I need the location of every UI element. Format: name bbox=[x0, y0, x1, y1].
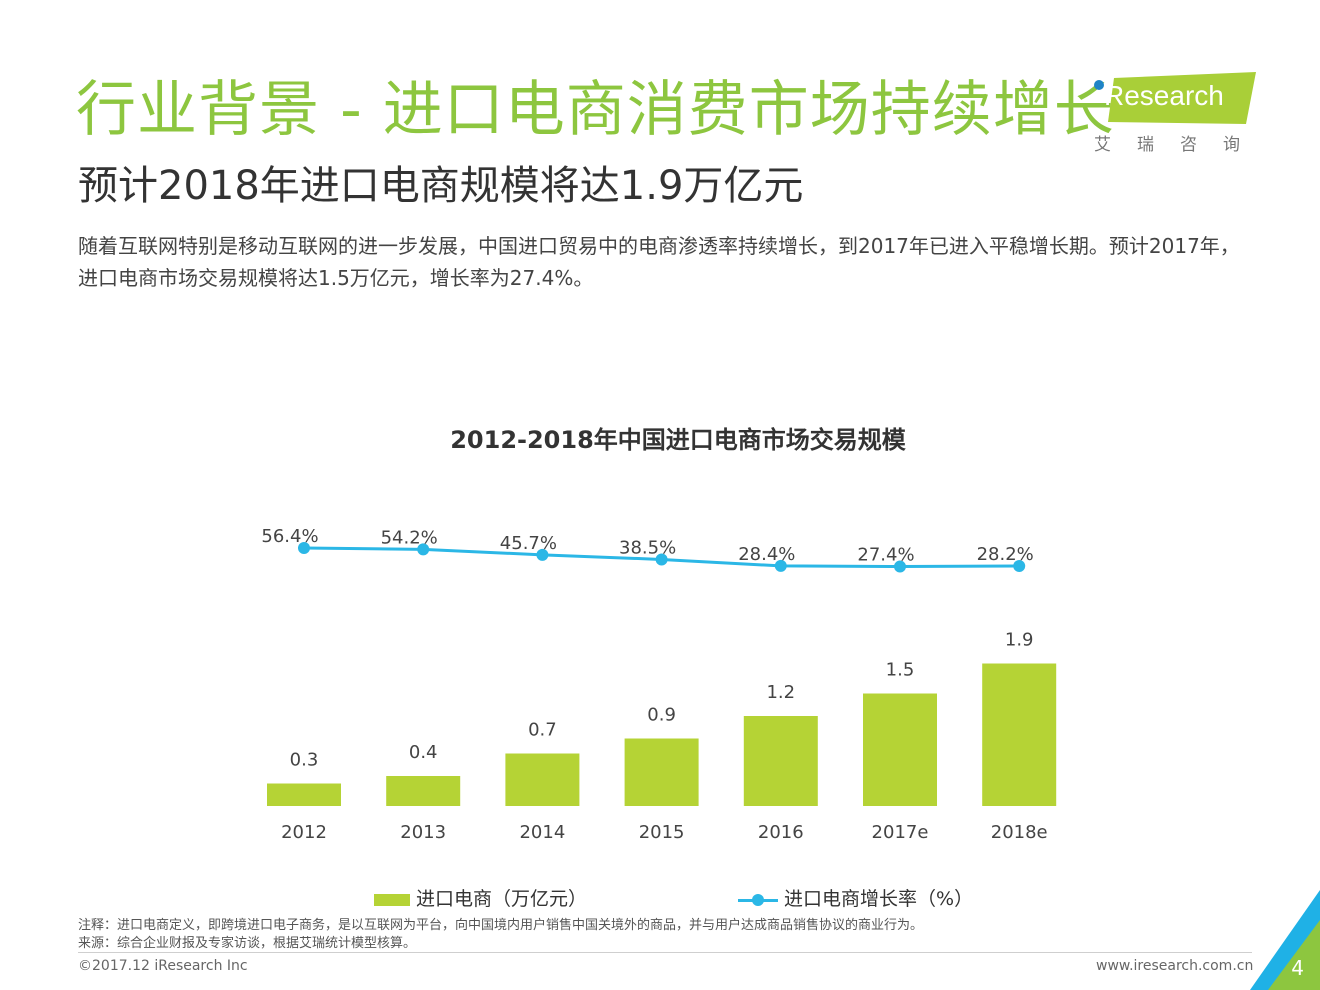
growth-label-2016: 28.4% bbox=[738, 544, 795, 565]
bar-2017e bbox=[863, 693, 937, 806]
legend-line-swatch bbox=[738, 893, 778, 907]
iresearch-logo: Research 艾瑞咨询 bbox=[1090, 70, 1260, 160]
legend-item-line: 进口电商增长率（%） bbox=[738, 884, 973, 911]
legend-bar-swatch bbox=[374, 893, 410, 906]
footer-divider bbox=[78, 952, 1252, 953]
bar-value-label-2016: 1.2 bbox=[766, 682, 795, 703]
bar-2018e bbox=[982, 663, 1057, 806]
bar-value-label-2018e: 1.9 bbox=[1005, 630, 1034, 651]
footer-website[interactable]: www.iresearch.com.cn bbox=[1096, 958, 1254, 974]
footer-copyright: ©2017.12 iResearch Inc bbox=[78, 958, 248, 974]
logo-brand-cn: 艾瑞咨询 bbox=[1094, 135, 1266, 155]
growth-point-2015 bbox=[655, 553, 668, 566]
growth-label-2013: 54.2% bbox=[381, 527, 438, 548]
bar-value-label-2015: 0.9 bbox=[647, 705, 676, 726]
chart-title: 2012-2018年中国进口电商市场交易规模 bbox=[450, 426, 906, 454]
logo-i-icon bbox=[1094, 80, 1104, 90]
bar-2016 bbox=[743, 716, 818, 806]
page-title: 行业背景 - 进口电商消费市场持续增长 bbox=[76, 75, 1115, 145]
logo-badge bbox=[1108, 72, 1256, 124]
growth-label-2015: 38.5% bbox=[619, 537, 676, 558]
bar-value-label-2012: 0.3 bbox=[290, 750, 319, 771]
x-tick-label-2012: 2012 bbox=[281, 822, 327, 843]
growth-label-2017e: 27.4% bbox=[857, 545, 914, 566]
chart-note: 注释：进口电商定义，即跨境进口电子商务，是以互联网为平台，向中国境内用户销售中国… bbox=[78, 918, 924, 933]
bar-2013 bbox=[386, 776, 461, 806]
x-tick-label-2018e: 2018e bbox=[991, 822, 1048, 843]
growth-point-2018e bbox=[1013, 560, 1026, 573]
bar-2012 bbox=[267, 783, 341, 806]
growth-point-2012 bbox=[298, 542, 310, 554]
bar-value-label-2013: 0.4 bbox=[409, 742, 438, 763]
legend-bar-label: 进口电商（万亿元） bbox=[416, 888, 588, 910]
growth-label-2012: 56.4% bbox=[261, 526, 318, 547]
legend-line-label: 进口电商增长率（%） bbox=[784, 888, 974, 910]
growth-point-2016 bbox=[774, 559, 787, 572]
legend-item-bar: 进口电商（万亿元） bbox=[374, 884, 587, 911]
description-text: 随着互联网特别是移动互联网的进一步发展，中国进口贸易中的电商渗透率持续增长，到2… bbox=[78, 234, 1240, 290]
x-tick-label-2017e: 2017e bbox=[872, 822, 929, 843]
page-subtitle: 预计2018年进口电商规模将达1.9万亿元 bbox=[78, 163, 804, 209]
bar-2015 bbox=[624, 738, 699, 806]
market-size-chart: 0.3 2012 0.4 2013 0.7 2014 0.9 2015 1.2 2016 1.5 20… bbox=[261, 526, 1057, 843]
growth-point-2013 bbox=[417, 543, 430, 556]
chart-source: 来源：综合企业财报及专家访谈，根据艾瑞统计模型核算。 bbox=[78, 936, 417, 951]
growth-point-2014 bbox=[536, 548, 549, 561]
logo-brand-text: Research bbox=[1104, 80, 1224, 111]
x-tick-label-2015: 2015 bbox=[639, 822, 685, 843]
bar-2014 bbox=[505, 753, 580, 806]
x-tick-label-2016: 2016 bbox=[758, 822, 804, 843]
corner-decoration bbox=[1250, 890, 1320, 990]
x-tick-label-2013: 2013 bbox=[400, 822, 446, 843]
bar-value-label-2014: 0.7 bbox=[528, 720, 557, 741]
page-number: 4 bbox=[1291, 956, 1304, 980]
growth-label-2018e: 28.2% bbox=[977, 544, 1034, 565]
bar-value-label-2017e: 1.5 bbox=[886, 660, 915, 681]
x-tick-label-2014: 2014 bbox=[519, 822, 565, 843]
growth-label-2014: 45.7% bbox=[500, 533, 557, 554]
growth-point-2017e bbox=[894, 560, 906, 573]
